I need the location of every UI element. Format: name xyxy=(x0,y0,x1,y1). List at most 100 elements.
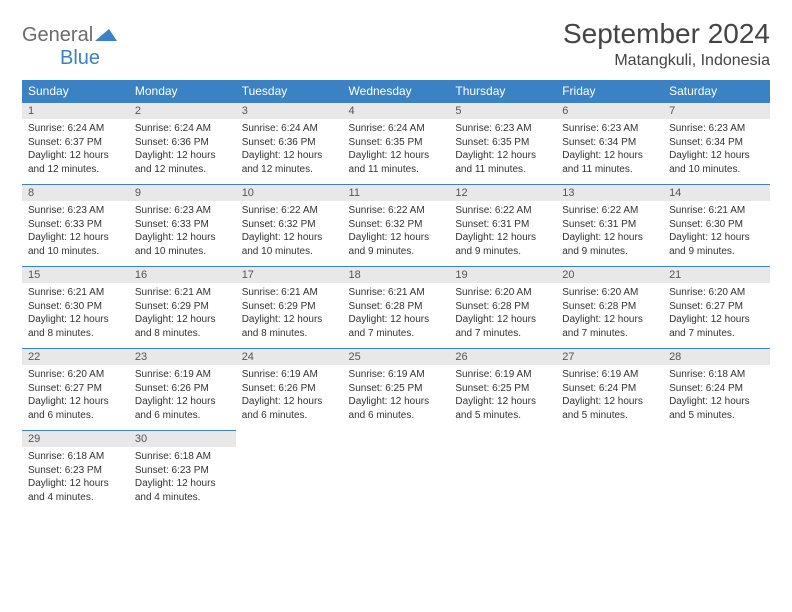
calendar-empty-cell: .. xyxy=(236,430,343,512)
calendar-table: Sunday Monday Tuesday Wednesday Thursday… xyxy=(22,80,770,512)
calendar-day-cell: 23Sunrise: 6:19 AMSunset: 6:26 PMDayligh… xyxy=(129,348,236,430)
day-details: Sunrise: 6:23 AMSunset: 6:33 PMDaylight:… xyxy=(129,201,236,266)
calendar-day-cell: 19Sunrise: 6:20 AMSunset: 6:28 PMDayligh… xyxy=(449,266,556,348)
calendar-day-cell: 25Sunrise: 6:19 AMSunset: 6:25 PMDayligh… xyxy=(343,348,450,430)
calendar-day-cell: 21Sunrise: 6:20 AMSunset: 6:27 PMDayligh… xyxy=(663,266,770,348)
day-number: 4 xyxy=(343,102,450,119)
weekday-header: Tuesday xyxy=(236,80,343,102)
calendar-day-cell: 18Sunrise: 6:21 AMSunset: 6:28 PMDayligh… xyxy=(343,266,450,348)
day-details: Sunrise: 6:20 AMSunset: 6:28 PMDaylight:… xyxy=(556,283,663,348)
calendar-day-cell: 5Sunrise: 6:23 AMSunset: 6:35 PMDaylight… xyxy=(449,102,556,184)
day-number: 28 xyxy=(663,348,770,365)
calendar-day-cell: 2Sunrise: 6:24 AMSunset: 6:36 PMDaylight… xyxy=(129,102,236,184)
day-details: Sunrise: 6:19 AMSunset: 6:26 PMDaylight:… xyxy=(236,365,343,430)
day-details: Sunrise: 6:20 AMSunset: 6:28 PMDaylight:… xyxy=(449,283,556,348)
weekday-header: Thursday xyxy=(449,80,556,102)
day-details: Sunrise: 6:22 AMSunset: 6:31 PMDaylight:… xyxy=(556,201,663,266)
day-number: 2 xyxy=(129,102,236,119)
logo-word-1: General xyxy=(22,24,93,46)
day-details: Sunrise: 6:20 AMSunset: 6:27 PMDaylight:… xyxy=(22,365,129,430)
weekday-header: Wednesday xyxy=(343,80,450,102)
day-number: 8 xyxy=(22,184,129,201)
day-number: 16 xyxy=(129,266,236,283)
day-number: 17 xyxy=(236,266,343,283)
weekday-header-row: Sunday Monday Tuesday Wednesday Thursday… xyxy=(22,80,770,102)
calendar-body: 1Sunrise: 6:24 AMSunset: 6:37 PMDaylight… xyxy=(22,102,770,512)
calendar-day-cell: 29Sunrise: 6:18 AMSunset: 6:23 PMDayligh… xyxy=(22,430,129,512)
day-number: 10 xyxy=(236,184,343,201)
calendar-day-cell: 27Sunrise: 6:19 AMSunset: 6:24 PMDayligh… xyxy=(556,348,663,430)
day-number: 18 xyxy=(343,266,450,283)
day-number: 25 xyxy=(343,348,450,365)
calendar-day-cell: 8Sunrise: 6:23 AMSunset: 6:33 PMDaylight… xyxy=(22,184,129,266)
day-details: Sunrise: 6:24 AMSunset: 6:36 PMDaylight:… xyxy=(129,119,236,184)
day-number: 1 xyxy=(22,102,129,119)
day-details: Sunrise: 6:21 AMSunset: 6:28 PMDaylight:… xyxy=(343,283,450,348)
calendar-day-cell: 15Sunrise: 6:21 AMSunset: 6:30 PMDayligh… xyxy=(22,266,129,348)
day-number: 29 xyxy=(22,430,129,447)
day-number: 23 xyxy=(129,348,236,365)
day-number: 9 xyxy=(129,184,236,201)
calendar-day-cell: 28Sunrise: 6:18 AMSunset: 6:24 PMDayligh… xyxy=(663,348,770,430)
calendar-day-cell: 3Sunrise: 6:24 AMSunset: 6:36 PMDaylight… xyxy=(236,102,343,184)
calendar-day-cell: 16Sunrise: 6:21 AMSunset: 6:29 PMDayligh… xyxy=(129,266,236,348)
calendar-empty-cell: .. xyxy=(556,430,663,512)
calendar-day-cell: 14Sunrise: 6:21 AMSunset: 6:30 PMDayligh… xyxy=(663,184,770,266)
logo-triangle-icon xyxy=(95,27,117,46)
logo: General Blue xyxy=(22,24,117,70)
calendar-week-row: 29Sunrise: 6:18 AMSunset: 6:23 PMDayligh… xyxy=(22,430,770,512)
day-details: Sunrise: 6:23 AMSunset: 6:34 PMDaylight:… xyxy=(663,119,770,184)
day-number: 26 xyxy=(449,348,556,365)
day-details: Sunrise: 6:18 AMSunset: 6:23 PMDaylight:… xyxy=(129,447,236,512)
calendar-day-cell: 7Sunrise: 6:23 AMSunset: 6:34 PMDaylight… xyxy=(663,102,770,184)
day-number: 6 xyxy=(556,102,663,119)
calendar-day-cell: 6Sunrise: 6:23 AMSunset: 6:34 PMDaylight… xyxy=(556,102,663,184)
day-number: 27 xyxy=(556,348,663,365)
calendar-day-cell: 24Sunrise: 6:19 AMSunset: 6:26 PMDayligh… xyxy=(236,348,343,430)
weekday-header: Friday xyxy=(556,80,663,102)
day-details: Sunrise: 6:22 AMSunset: 6:31 PMDaylight:… xyxy=(449,201,556,266)
calendar-day-cell: 26Sunrise: 6:19 AMSunset: 6:25 PMDayligh… xyxy=(449,348,556,430)
day-number: 7 xyxy=(663,102,770,119)
day-details: Sunrise: 6:19 AMSunset: 6:25 PMDaylight:… xyxy=(449,365,556,430)
calendar-week-row: 22Sunrise: 6:20 AMSunset: 6:27 PMDayligh… xyxy=(22,348,770,430)
day-number: 14 xyxy=(663,184,770,201)
day-number: 21 xyxy=(663,266,770,283)
day-details: Sunrise: 6:24 AMSunset: 6:36 PMDaylight:… xyxy=(236,119,343,184)
day-details: Sunrise: 6:21 AMSunset: 6:30 PMDaylight:… xyxy=(663,201,770,266)
day-details: Sunrise: 6:21 AMSunset: 6:29 PMDaylight:… xyxy=(236,283,343,348)
weekday-header: Saturday xyxy=(663,80,770,102)
calendar-day-cell: 10Sunrise: 6:22 AMSunset: 6:32 PMDayligh… xyxy=(236,184,343,266)
calendar-day-cell: 11Sunrise: 6:22 AMSunset: 6:32 PMDayligh… xyxy=(343,184,450,266)
day-details: Sunrise: 6:21 AMSunset: 6:29 PMDaylight:… xyxy=(129,283,236,348)
logo-word-2: Blue xyxy=(60,47,100,69)
calendar-day-cell: 9Sunrise: 6:23 AMSunset: 6:33 PMDaylight… xyxy=(129,184,236,266)
day-number: 15 xyxy=(22,266,129,283)
weekday-header: Monday xyxy=(129,80,236,102)
page-title: September 2024 xyxy=(563,18,770,50)
calendar-day-cell: 17Sunrise: 6:21 AMSunset: 6:29 PMDayligh… xyxy=(236,266,343,348)
day-number: 5 xyxy=(449,102,556,119)
day-number: 30 xyxy=(129,430,236,447)
calendar-day-cell: 22Sunrise: 6:20 AMSunset: 6:27 PMDayligh… xyxy=(22,348,129,430)
calendar-day-cell: 4Sunrise: 6:24 AMSunset: 6:35 PMDaylight… xyxy=(343,102,450,184)
day-details: Sunrise: 6:22 AMSunset: 6:32 PMDaylight:… xyxy=(343,201,450,266)
calendar-day-cell: 13Sunrise: 6:22 AMSunset: 6:31 PMDayligh… xyxy=(556,184,663,266)
day-details: Sunrise: 6:23 AMSunset: 6:34 PMDaylight:… xyxy=(556,119,663,184)
calendar-day-cell: 1Sunrise: 6:24 AMSunset: 6:37 PMDaylight… xyxy=(22,102,129,184)
title-block: September 2024 Matangkuli, Indonesia xyxy=(563,18,770,70)
calendar-empty-cell: .. xyxy=(343,430,450,512)
day-number: 19 xyxy=(449,266,556,283)
day-details: Sunrise: 6:18 AMSunset: 6:24 PMDaylight:… xyxy=(663,365,770,430)
location-label: Matangkuli, Indonesia xyxy=(563,52,770,70)
day-details: Sunrise: 6:19 AMSunset: 6:26 PMDaylight:… xyxy=(129,365,236,430)
calendar-week-row: 15Sunrise: 6:21 AMSunset: 6:30 PMDayligh… xyxy=(22,266,770,348)
day-details: Sunrise: 6:19 AMSunset: 6:25 PMDaylight:… xyxy=(343,365,450,430)
day-details: Sunrise: 6:24 AMSunset: 6:35 PMDaylight:… xyxy=(343,119,450,184)
day-number: 20 xyxy=(556,266,663,283)
day-number: 11 xyxy=(343,184,450,201)
day-number: 3 xyxy=(236,102,343,119)
calendar-week-row: 8Sunrise: 6:23 AMSunset: 6:33 PMDaylight… xyxy=(22,184,770,266)
calendar-empty-cell: .. xyxy=(663,430,770,512)
day-details: Sunrise: 6:24 AMSunset: 6:37 PMDaylight:… xyxy=(22,119,129,184)
